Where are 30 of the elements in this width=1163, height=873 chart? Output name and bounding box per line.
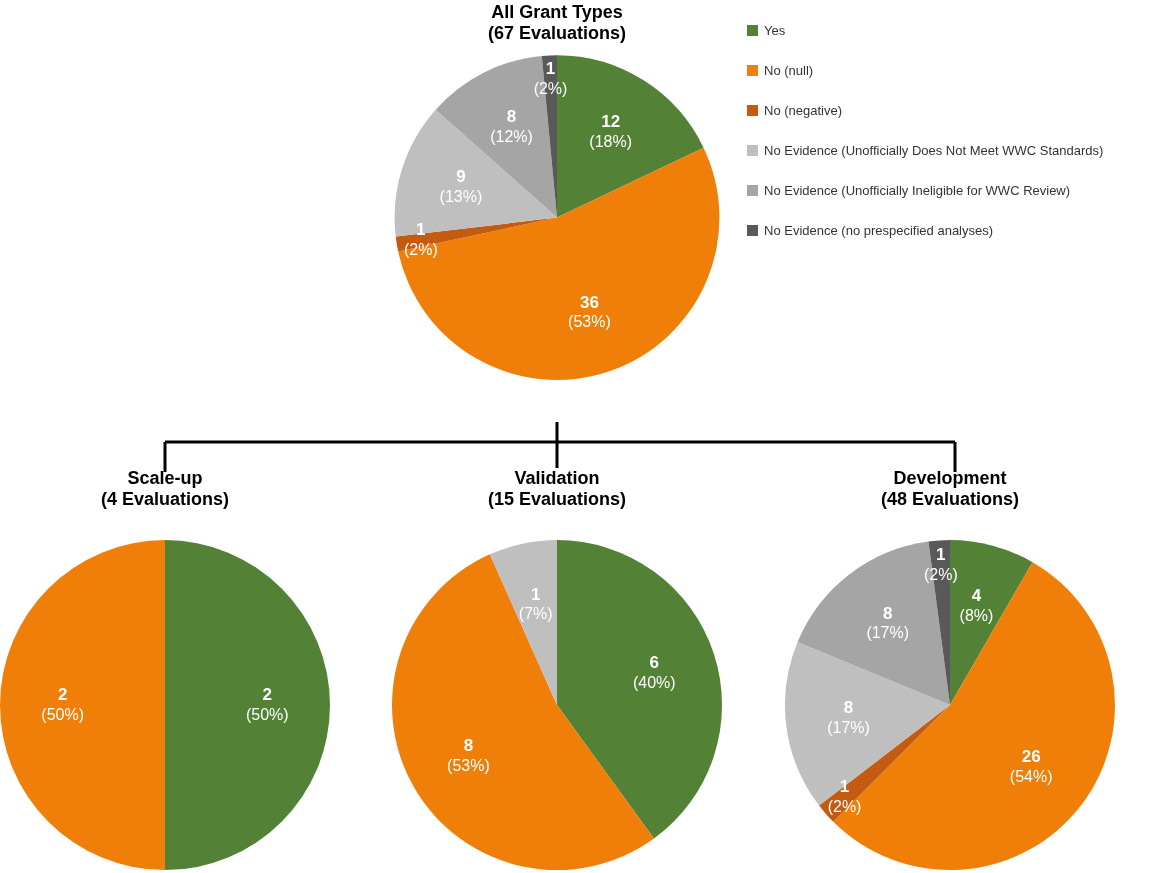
data-label: 1 (2%): [533, 59, 568, 98]
data-label: 1 (2%): [403, 219, 438, 258]
chart-subtitle: (4 Evaluations): [100, 489, 230, 510]
chart-subtitle: (15 Evaluations): [487, 489, 627, 510]
legend-label: No (null): [764, 62, 814, 78]
data-label: 4 (8%): [959, 585, 994, 624]
legend-label: No (negative): [764, 102, 843, 118]
chart-subtitle: (67 Evaluations): [487, 23, 627, 44]
chart-title: Scale-up: [127, 467, 203, 488]
chart-title: Validation: [514, 467, 600, 488]
legend-label: No Evidence (Unofficially Ineligible for WWC Review): [764, 182, 1071, 198]
data-label: 36 (53%): [568, 292, 611, 331]
data-label: 8 (12%): [490, 107, 533, 146]
chart-title: All Grant Types: [491, 1, 623, 22]
data-label: 12 (18%): [589, 112, 633, 150]
chart-title: Development: [893, 467, 1007, 488]
data-label: 8 (53%): [447, 735, 490, 774]
legend-label: No Evidence (no prespecified analyses): [764, 222, 994, 238]
data-label: 1 (2%): [923, 544, 958, 583]
data-label: 2 (50%): [245, 684, 289, 723]
legend-label: No Evidence (Unofficially Does Not Meet WWC Standards): [764, 142, 1104, 158]
data-label: 2 (50%): [41, 684, 85, 723]
data-label: 8 (17%): [827, 698, 870, 736]
data-label: 26 (54%): [1009, 747, 1053, 785]
legend-label: Yes: [764, 22, 786, 38]
data-label: 1 (7%): [518, 584, 553, 623]
data-label: 9 (13%): [439, 167, 483, 205]
data-label: 8 (17%): [866, 603, 910, 642]
data-label: 6 (40%): [632, 653, 676, 691]
chart-subtitle: (48 Evaluations): [880, 489, 1020, 510]
